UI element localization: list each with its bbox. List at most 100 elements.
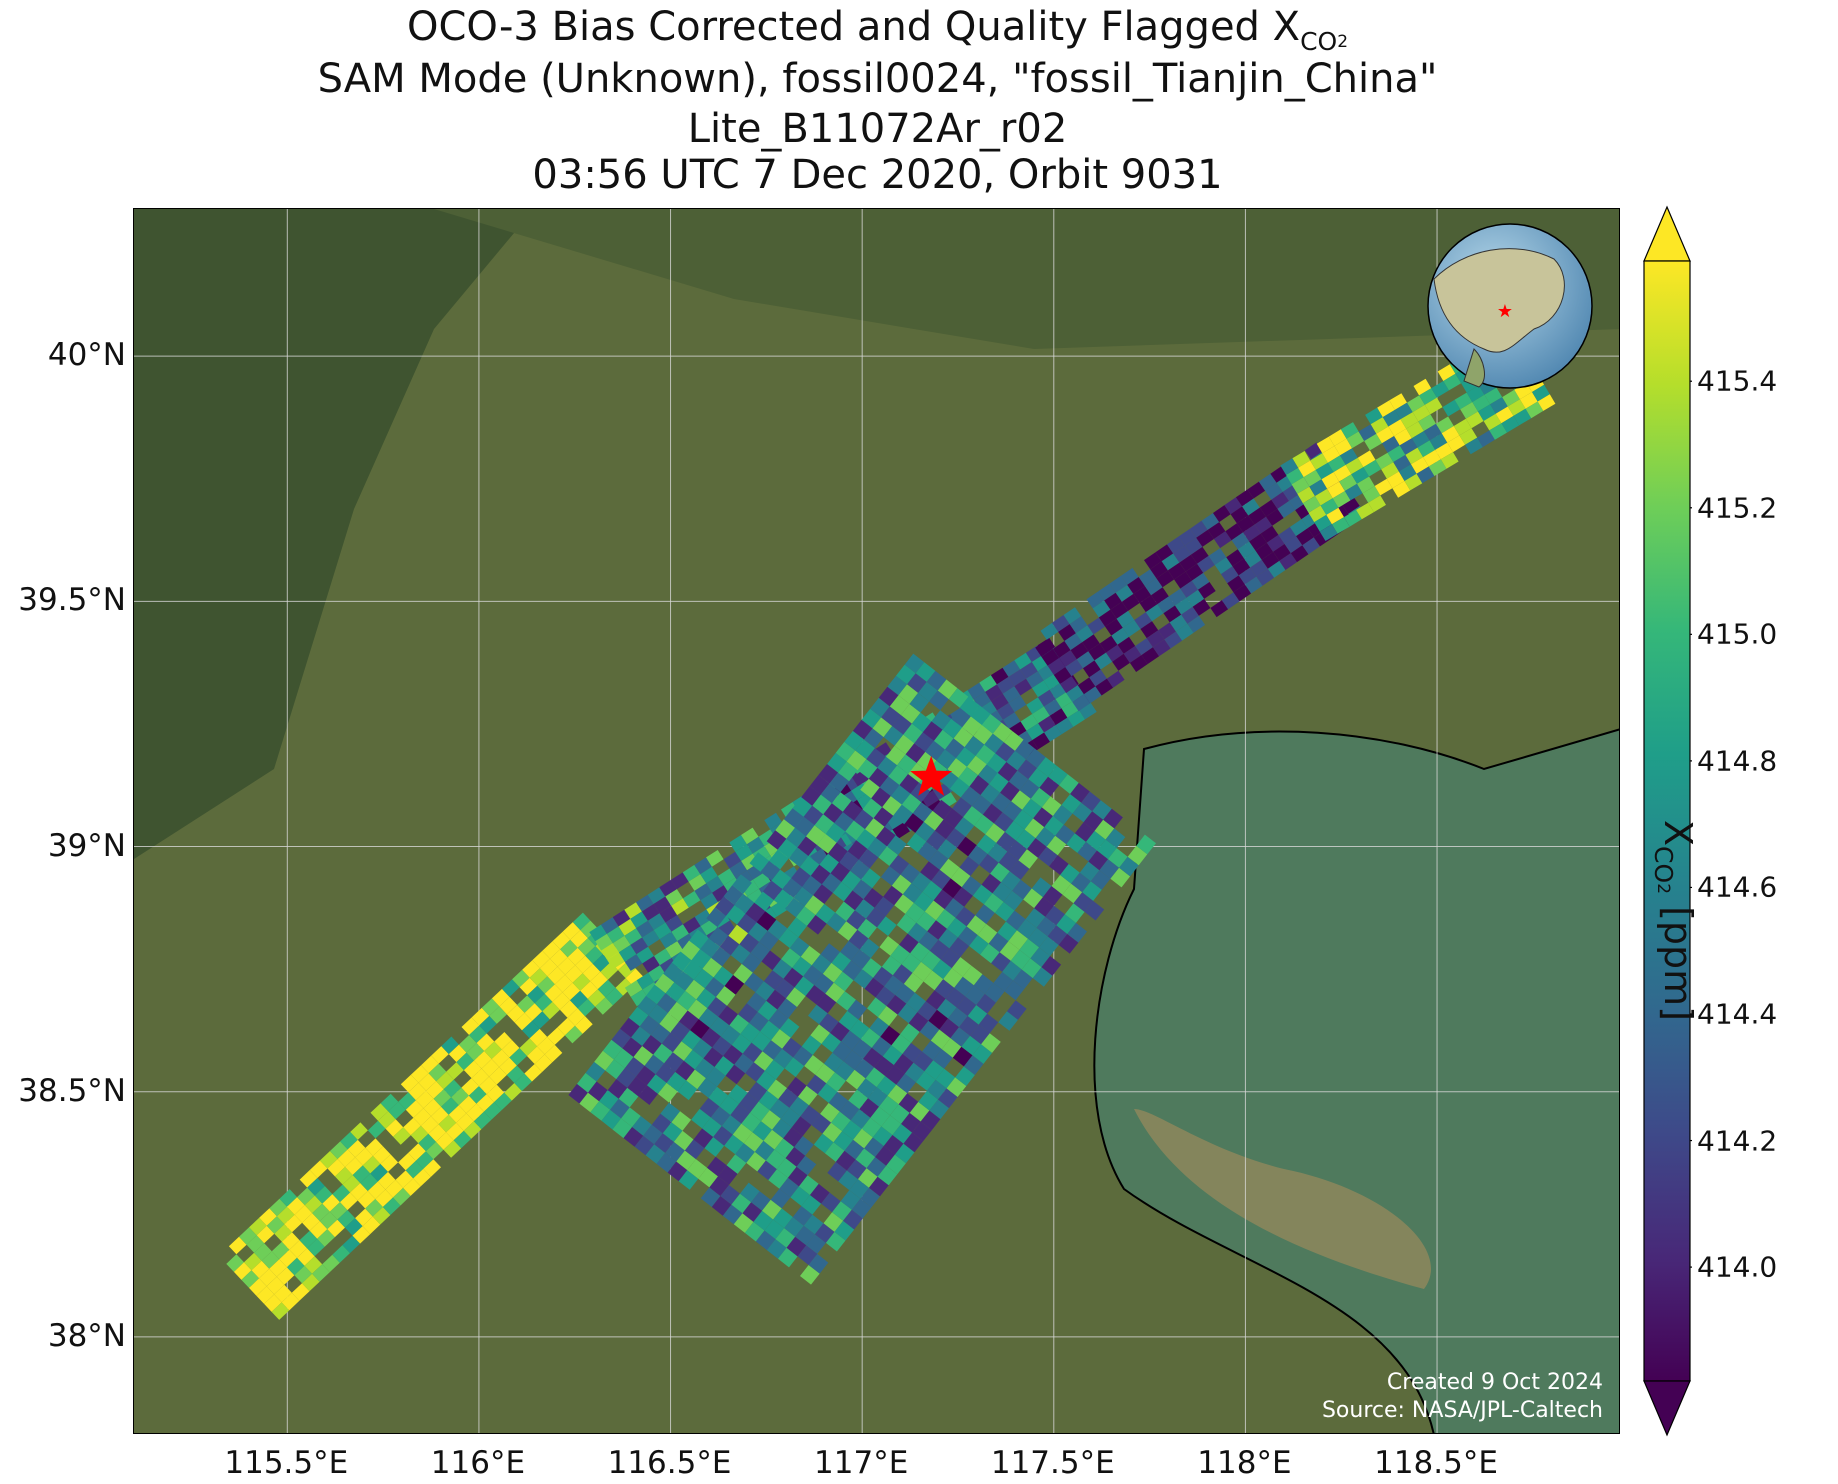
colorbar-label: XCO2 [ppm] [1649,820,1700,1022]
xco2-sounding [297,1248,315,1266]
xco2-sounding [1419,388,1437,405]
xco2-sounding [644,1054,665,1075]
xco2-sounding [627,1076,647,1097]
xco2-sounding [1386,471,1405,489]
xco2-sounding [1090,870,1111,890]
xco2-sounding [861,1117,882,1138]
xco2-sounding [309,1221,328,1239]
xco2-sounding [852,1039,872,1059]
xco2-sounding [918,931,939,951]
xco2-sounding [254,1243,272,1261]
xco2-sounding [841,1030,861,1051]
xco2-sounding [674,971,694,991]
map-panel[interactable]: ★ Created 9 Oct 2024 Source: NASA/JPL-Ca… [133,208,1620,1434]
xco2-sounding [729,1014,750,1034]
xco2-sounding [920,861,940,881]
xco2-sounding [665,982,686,1002]
xco2-sounding [970,1024,990,1045]
xco2-sounding [484,1102,502,1120]
xco2-sounding [801,786,821,806]
xco2-sounding [890,944,911,965]
xco2-sounding [789,1096,809,1117]
xco2-sounding [332,1184,351,1203]
xco2-sounding [1248,507,1266,525]
xco2-sounding [592,954,611,972]
xco2-sounding [335,1167,353,1185]
colorbar-extend-min [1643,1380,1691,1437]
xco2-sounding [413,1108,431,1126]
xco2-sounding [251,1260,270,1279]
xco2-sounding [276,1206,295,1225]
xco2-sounding [677,1080,698,1101]
xco2-sounding [764,812,782,830]
xco2-sounding [636,946,654,964]
xco2-sounding [862,958,882,978]
xco2-sounding [570,930,588,948]
xco2-sounding [271,1302,290,1320]
xco2-sounding [1026,723,1045,740]
xco2-sounding [352,1165,371,1183]
xco2-sounding [650,1023,671,1044]
xco2-sounding [733,963,753,984]
xco2-sounding [613,1048,634,1069]
xco2-sounding [954,817,975,837]
xco2-sounding [1411,431,1430,448]
xco2-sounding [461,1078,479,1096]
xco2-sounding [967,755,987,776]
xco2-sounding [899,774,920,794]
xco2-sounding [1232,558,1251,576]
xco2-sounding [926,670,947,691]
xco2-sounding [926,830,946,851]
xco2-sounding [868,1087,888,1107]
xco2-sounding [380,1154,399,1172]
xco2-sounding [783,1127,803,1147]
xco2-sounding [947,917,967,938]
xco2-sounding [741,952,762,973]
target-star-icon [910,755,953,796]
xco2-sounding [1006,750,1026,771]
xco2-sounding [692,1038,713,1059]
xco2-sounding [921,950,941,971]
xco2-sounding [1083,811,1104,831]
xco2-sounding [1472,394,1491,412]
xco2-sounding [739,933,760,953]
xco2-sounding [870,1106,891,1127]
xco2-sounding [1032,706,1050,724]
xco2-sounding [276,1267,295,1285]
xco2-sounding [564,1025,583,1044]
xco2-sounding [1139,595,1158,613]
xco2-sounding [991,952,1011,972]
xco2-sounding [1437,364,1456,381]
xco2-sounding [814,1223,835,1243]
xco2-sounding [679,1010,699,1031]
xco2-sounding [1334,438,1353,456]
xco2-sounding [899,933,919,954]
xco2-sounding [562,922,581,940]
xco2-sounding [795,1225,815,1246]
xco2-sounding [1236,515,1255,533]
xco2-sounding [1447,435,1466,453]
xco2-sounding [443,1079,462,1098]
xco2-sounding [552,931,571,950]
xco2-sounding [568,1083,588,1104]
xco2-sounding [878,1006,898,1026]
xco2-sounding [1026,697,1044,714]
xco2-sounding [895,983,915,1004]
xco2-sounding [683,916,701,934]
xco2-sounding [501,1040,520,1058]
xco2-sounding [1026,748,1046,769]
xco2-sounding [385,1179,404,1198]
xco2-sounding [682,960,703,980]
xco2-sounding [874,1056,894,1076]
xco2-sounding [961,876,982,896]
xco2-sounding [466,1043,485,1061]
xco2-sounding [901,793,922,814]
xco2-sounding [1417,440,1436,458]
xco2-sounding [793,1046,813,1066]
xco2-sounding [830,862,851,882]
xco2-sounding [956,747,976,767]
xco2-sounding [990,667,1009,685]
xco2-sounding [618,1087,639,1108]
xco2-sounding [1406,421,1424,439]
xco2-sounding [1112,653,1130,671]
